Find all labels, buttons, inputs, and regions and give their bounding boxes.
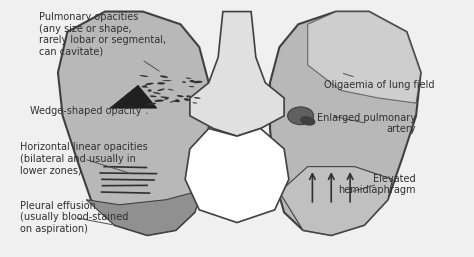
Polygon shape — [308, 12, 421, 103]
Ellipse shape — [192, 102, 197, 104]
Ellipse shape — [157, 88, 165, 91]
Ellipse shape — [147, 103, 156, 105]
Text: Enlarged pulmonary
artery: Enlarged pulmonary artery — [317, 113, 416, 134]
Ellipse shape — [145, 83, 154, 85]
Ellipse shape — [189, 86, 194, 87]
Text: Horizontal linear opacities
(bilateral and usually in
lower zones): Horizontal linear opacities (bilateral a… — [20, 142, 148, 176]
Polygon shape — [270, 12, 421, 235]
Ellipse shape — [300, 116, 315, 126]
Ellipse shape — [174, 100, 180, 102]
Ellipse shape — [139, 75, 148, 77]
Polygon shape — [110, 85, 157, 108]
Text: Elevated
hemidiaphragm: Elevated hemidiaphragm — [338, 174, 416, 195]
Ellipse shape — [160, 96, 169, 98]
Ellipse shape — [288, 107, 314, 125]
Ellipse shape — [153, 92, 161, 94]
Polygon shape — [58, 12, 209, 235]
Ellipse shape — [182, 81, 186, 83]
Ellipse shape — [184, 98, 188, 101]
Text: Pleural effusion
(usually blood-stained
on aspiration): Pleural effusion (usually blood-stained … — [20, 201, 128, 234]
Ellipse shape — [142, 85, 147, 87]
Ellipse shape — [186, 78, 191, 79]
Ellipse shape — [192, 81, 202, 83]
Text: Pulmonary opacities
(any size or shape,
rarely lobar or segmental,
can cavitate): Pulmonary opacities (any size or shape, … — [39, 12, 166, 71]
Polygon shape — [190, 12, 284, 136]
Ellipse shape — [186, 95, 191, 97]
Ellipse shape — [157, 82, 165, 85]
Text: Wedge-shaped opacity: Wedge-shaped opacity — [30, 106, 147, 116]
Ellipse shape — [184, 98, 191, 101]
Ellipse shape — [162, 80, 172, 81]
Ellipse shape — [150, 95, 157, 97]
Polygon shape — [279, 167, 392, 235]
Polygon shape — [86, 189, 204, 235]
Ellipse shape — [194, 97, 201, 99]
Ellipse shape — [175, 99, 179, 102]
Ellipse shape — [170, 100, 177, 103]
Ellipse shape — [168, 89, 174, 90]
Ellipse shape — [147, 89, 152, 92]
Ellipse shape — [160, 75, 168, 78]
Ellipse shape — [154, 99, 164, 102]
Ellipse shape — [164, 98, 168, 100]
Text: Oligaemia of lung field: Oligaemia of lung field — [324, 74, 435, 90]
Ellipse shape — [190, 80, 194, 82]
Ellipse shape — [141, 86, 148, 88]
Polygon shape — [185, 128, 289, 223]
Ellipse shape — [177, 95, 183, 97]
